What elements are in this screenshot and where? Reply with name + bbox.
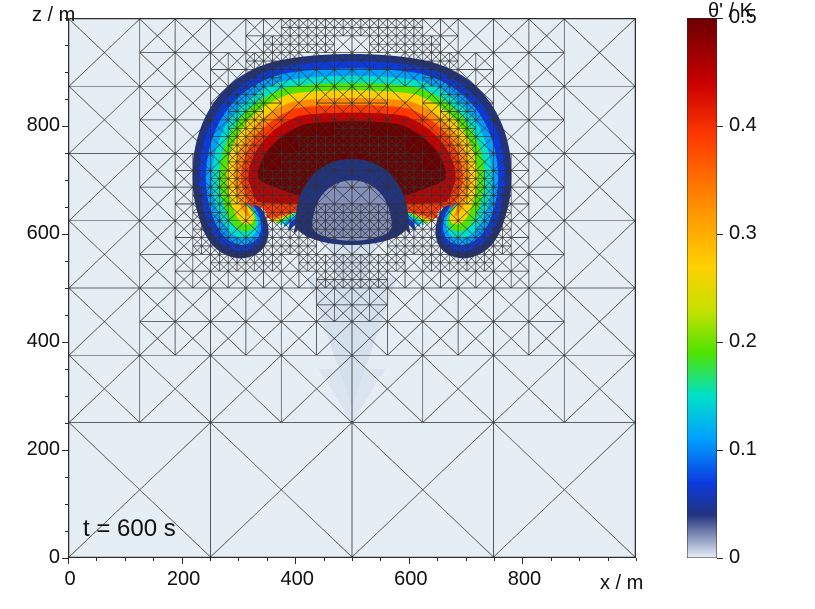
y-tick-label: 400 [12,330,60,353]
colorbar-tick-label: 0 [729,546,740,569]
y-tick-label: 800 [12,114,60,137]
y-tick-label: 0 [12,546,60,569]
colorbar-tick-label: 0.1 [729,438,757,461]
plot-area: t = 600 s [68,18,636,558]
colorbar-gradient [687,18,717,558]
figure: t = 600 s z / m x / m 0 200 400 600 800 0 200 4… [0,0,815,609]
colorbar-tick-label: 0.4 [729,114,757,137]
x-tick-label: 600 [391,568,431,591]
x-axis-label: x / m [600,572,643,595]
time-annotation: t = 600 s [83,515,176,543]
x-tick-label: 200 [164,568,204,591]
x-tick-label: 800 [504,568,544,591]
colorbar [687,18,717,558]
y-tick-label: 600 [12,222,60,245]
x-tick-label: 400 [277,568,317,591]
colorbar-tick-label: 0.3 [729,222,757,245]
x-tick-label: 0 [50,568,90,591]
colorbar-tick-label: 0.5 [729,6,757,29]
y-tick-label: 200 [12,438,60,461]
adaptive-mesh [69,19,635,557]
y-axis-label: z / m [32,4,75,27]
colorbar-tick-label: 0.2 [729,330,757,353]
